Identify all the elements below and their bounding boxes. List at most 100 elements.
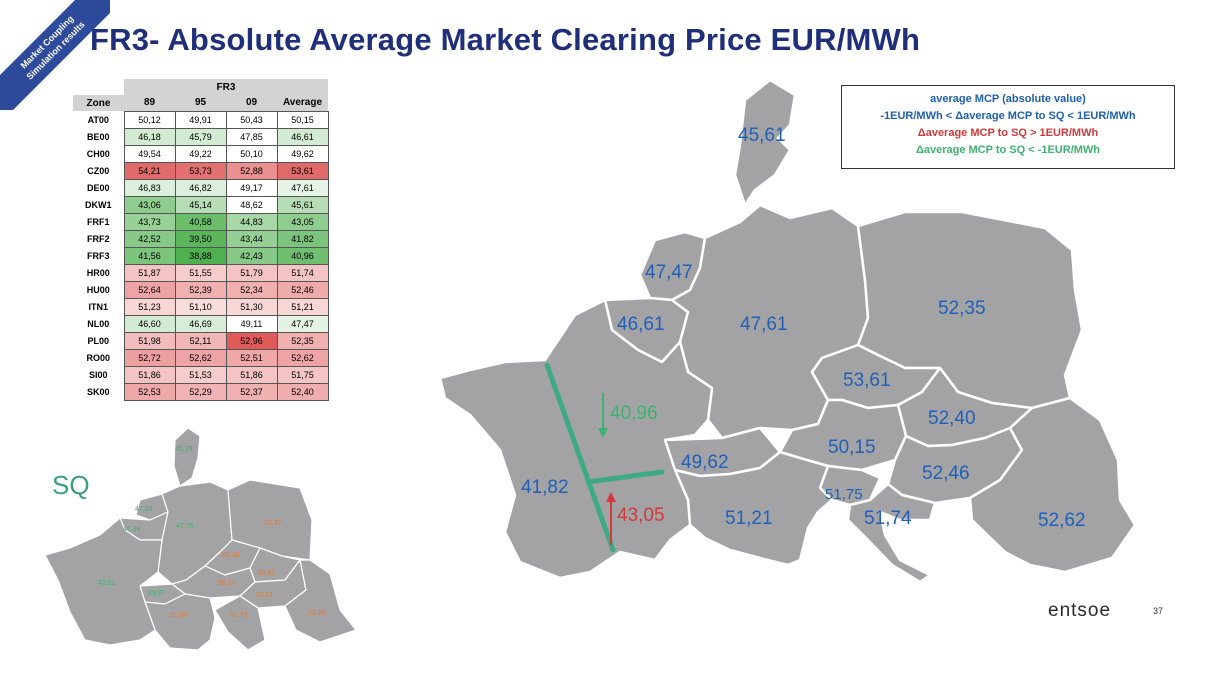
price-cell: 43,06 [123,195,176,214]
price-cell: 52,72 [123,348,176,367]
map-label-frf2: 41,82 [521,477,569,498]
col-header-09: 09 [226,95,277,111]
legend-line-4: Δaverage MCP to SQ < -1EUR/MWh [915,144,1101,156]
map-label-romania: 52,62 [1038,510,1086,531]
price-cell: 52,62 [276,348,329,367]
sq-map-title: SQ [52,470,90,500]
sq-label-belgium: 47,38 [123,526,141,533]
map-label-poland: 52,35 [938,298,986,319]
price-cell: 51,21 [276,297,329,316]
sq-map-region-croatia [214,595,266,651]
zone-cell: FRF3 [73,247,124,264]
sq-label-denmark: 45,79 [175,446,193,453]
zone-cell: CZ00 [73,162,124,179]
price-cell: 51,79 [225,263,278,282]
price-cell: 51,55 [174,263,227,282]
price-cell: 46,18 [123,127,176,146]
sq-label-romania: 52,74 [308,610,326,617]
price-cell: 52,51 [225,348,278,367]
map-label-switzerland: 49,62 [681,452,729,473]
price-cell: 42,43 [225,246,278,265]
price-cell: 40,96 [276,246,329,265]
map-label-hungary: 52,46 [922,463,970,484]
price-cell: 49,11 [225,314,278,333]
price-cell: 50,10 [225,144,278,163]
sq-label-croatia: 51,73 [230,612,248,619]
map-label-belgium: 46,61 [617,314,665,335]
map-label-netherlands: 47,47 [645,262,693,283]
price-cell: 52,62 [174,348,227,367]
map-region-croatia [846,482,937,584]
sq-label-france: 42,01 [98,580,116,587]
sq-label-hungary: 52,51 [256,592,274,599]
sq-label-netherlands: 47,98 [135,506,153,513]
legend-line-3: Δaverage MCP to SQ > 1EUR/MWh [917,127,1099,139]
price-cell: 47,61 [276,178,329,197]
map-label-slovakia: 52,40 [928,408,976,429]
price-cell: 50,15 [276,110,329,129]
sq-label-poland: 52,37 [264,520,282,527]
price-cell: 51,75 [276,365,329,384]
table-row: AT00 50,12 49,91 50,43 50,15 [73,110,329,129]
sq-label-austria: 50,37 [218,580,236,587]
table-row: FRF3 41,56 38,88 42,43 40,96 [73,246,329,265]
map-label-italy: 51,21 [725,508,773,529]
zone-cell: HU00 [73,281,124,298]
price-cell: 47,85 [225,127,278,146]
price-cell: 45,14 [174,195,227,214]
sq-map-region-france [44,517,163,646]
price-cell: 52,53 [123,382,176,401]
col-header-average: Average [277,95,328,111]
map-legend: average MCP (absolute value) -1EUR/MWh <… [841,85,1175,169]
map-label-slovenia: 51,75 [825,486,863,503]
up-arrow-head [606,492,616,502]
sq-label-italy: 51,04 [170,612,188,619]
map-region-italy [673,450,834,567]
map-label-frf1: 43,05 [617,505,665,526]
sq-label-czechia: 52,40 [222,552,240,559]
price-cell: 52,40 [276,382,329,401]
map-region-romania [968,396,1137,574]
sq-map-region-romania [284,559,357,643]
sq-map-region-italy [144,593,216,651]
price-cell: 54,21 [123,161,176,180]
zone-cell: PL00 [73,332,124,349]
col-header-95: 95 [175,95,226,111]
price-cell: 41,56 [123,246,176,265]
price-cell: 47,47 [276,314,329,333]
zone-cell: DE00 [73,179,124,196]
price-cell: 42,52 [123,229,176,248]
price-cell: 53,61 [276,161,329,180]
zone-cell: BE00 [73,128,124,145]
map-label-denmark: 45,61 [738,125,786,146]
table-row: RO00 52,72 52,62 52,51 52,62 [73,348,329,367]
sq-label-slovakia: 52,52 [258,570,276,577]
table-row: NL00 46,60 46,69 49,11 47,47 [73,314,329,333]
sq-label-switzerland: 49,87 [148,590,166,597]
zone-cell: SK00 [73,383,124,400]
col-header-zone: Zone [73,95,124,111]
page-title: FR3- Absolute Average Market Clearing Pr… [90,22,921,57]
sq-map-region-denmark [173,427,201,487]
col-header-89: 89 [124,95,175,111]
price-cell: 46,61 [276,127,329,146]
page-number: 37 [1153,606,1164,616]
map-label-germany: 47,61 [740,314,788,335]
price-cell: 43,44 [225,229,278,248]
price-cell: 52,37 [225,382,278,401]
table-body: AT00 50,12 49,91 50,43 50,15 BE00 46,18 45,79 47… [73,110,329,401]
map-label-czechia: 53,61 [843,370,891,391]
zone-cell: HR00 [73,264,124,281]
legend-line-1: average MCP (absolute value) [930,93,1086,105]
sq-label-germany: 47,76 [176,523,194,530]
zone-cell: FRF2 [73,230,124,247]
table-row: ITN1 51,23 51,10 51,30 51,21 [73,297,329,316]
price-cell: 52,88 [225,161,278,180]
zone-cell: FRF1 [73,213,124,230]
france-border-frf1-frf2 [585,469,665,485]
zone-cell: CH00 [73,145,124,162]
price-cell: 51,10 [174,297,227,316]
table-row: SK00 52,53 52,29 52,37 52,40 [73,382,329,401]
table-corner [73,79,124,95]
